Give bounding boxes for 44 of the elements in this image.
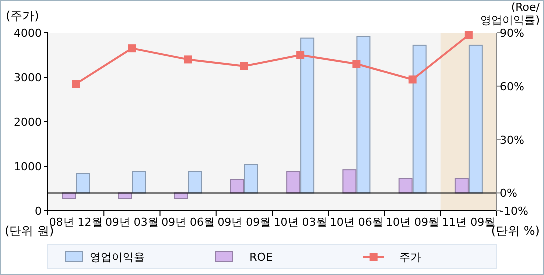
x-tick-label: 08년 12월 — [49, 216, 103, 229]
bar — [132, 171, 146, 194]
y2-tick-label: 90% — [500, 27, 524, 40]
legend-label: 주가 — [399, 251, 422, 264]
point — [464, 31, 473, 40]
bar — [454, 178, 469, 194]
y2-tick-label: 30% — [500, 134, 524, 147]
x-tick-label: 10년 06월 — [330, 216, 384, 229]
y2-tick-label: -10% — [500, 205, 528, 218]
point — [240, 62, 248, 70]
y-tick-label: 3000 — [14, 72, 42, 84]
x-tick-label: 09년 06월 — [162, 216, 216, 229]
x-tick-label: 10년 03월 — [274, 216, 328, 229]
bar — [230, 179, 244, 194]
bar — [244, 164, 258, 194]
legend-label: 영업이익율 — [90, 251, 145, 264]
bar — [286, 171, 301, 194]
point — [128, 44, 136, 53]
y-tick-label: 0 — [35, 205, 42, 218]
point — [296, 51, 305, 60]
bar — [76, 173, 90, 194]
bar — [300, 38, 315, 194]
x-tick-label: 10년 09월 — [386, 216, 440, 229]
point — [184, 56, 192, 64]
bar — [188, 171, 202, 194]
y-tick-label: 1000 — [14, 160, 42, 174]
bar — [412, 44, 427, 194]
x-tick-label: 11년 09월 — [442, 216, 496, 229]
y-axis-title: (주가) — [6, 9, 40, 23]
point — [72, 80, 80, 88]
point — [352, 60, 361, 68]
y2-axis-title: (Roe/ 영업이익률) — [480, 1, 540, 27]
y-tick-label: 2000 — [14, 116, 42, 129]
legend-label: ROE — [250, 251, 273, 264]
x-tick-label: 09년 03월 — [105, 216, 159, 229]
bar — [356, 36, 371, 194]
point — [408, 76, 417, 84]
y2-tick-label: 0% — [500, 187, 518, 200]
bar — [342, 170, 357, 194]
y2-tick-label: 60% — [500, 80, 524, 94]
bar — [468, 44, 483, 194]
x-tick-label: 09년 09월 — [218, 216, 272, 229]
bar — [398, 178, 413, 194]
y-tick-label: 4000 — [14, 27, 42, 40]
